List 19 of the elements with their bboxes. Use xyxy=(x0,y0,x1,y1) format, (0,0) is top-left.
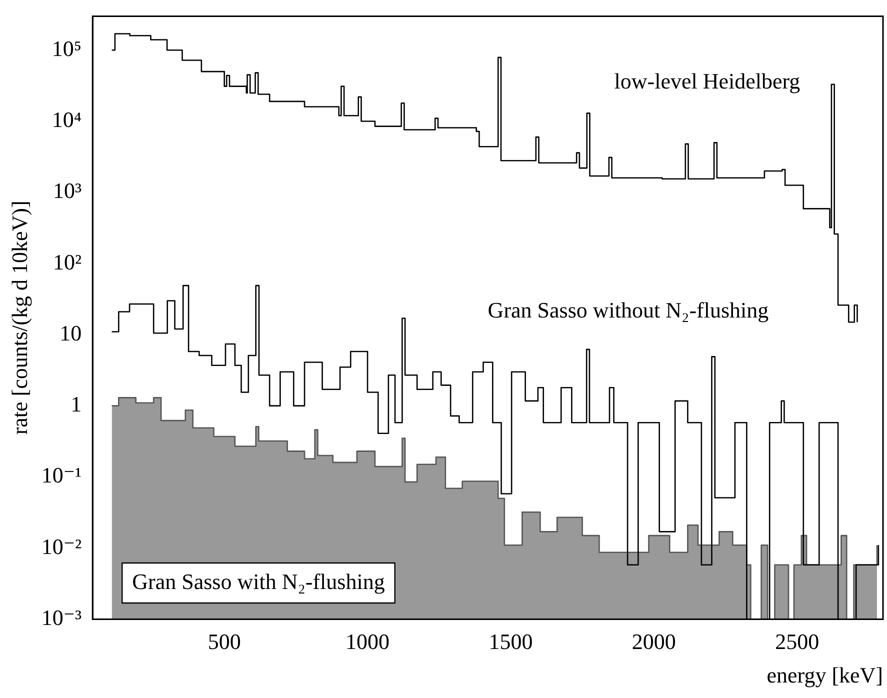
x-tick-label: 1000 xyxy=(346,629,390,654)
x-tick-label: 1500 xyxy=(488,629,533,654)
y-tick-label: 1 xyxy=(70,392,82,417)
y-tick-label: 10⁴ xyxy=(52,107,82,132)
x-tick-label: 2500 xyxy=(775,629,820,654)
y-axis-title: rate [counts/(kg d 10keV)] xyxy=(6,200,32,435)
y-tick-label: 10⁻³ xyxy=(41,604,82,630)
series-label: Gran Sasso without N₂-flushing xyxy=(488,297,769,322)
x-tick-label: 500 xyxy=(208,629,241,654)
series-label: Gran Sasso with N₂-flushing xyxy=(132,568,385,594)
x-axis-title: energy [keV] xyxy=(766,662,883,688)
y-tick-label: 10⁻¹ xyxy=(41,462,82,488)
x-tick-label: 2000 xyxy=(632,629,676,654)
y-tick-label: 10² xyxy=(53,249,82,274)
y-tick-label: 10⁵ xyxy=(52,36,82,61)
series-label: low-level Heidelberg xyxy=(614,68,800,94)
y-tick-label: 10³ xyxy=(53,178,82,204)
y-tick-label: 10 xyxy=(60,320,82,346)
y-tick-label: 10⁻² xyxy=(41,534,82,559)
